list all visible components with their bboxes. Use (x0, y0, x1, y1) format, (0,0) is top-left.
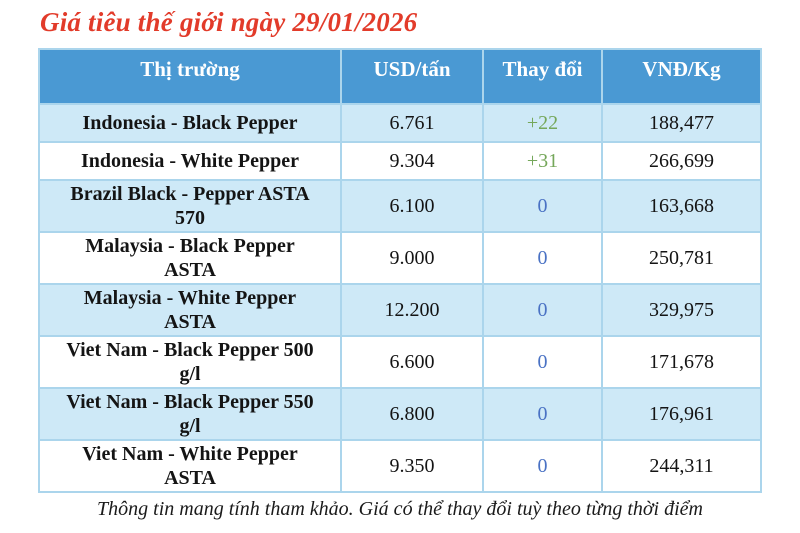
table-row: Brazil Black - Pepper ASTA 570 6.100 0 1… (38, 178, 762, 233)
col-header-change: Thay đổi (482, 47, 603, 105)
vnd-cell: 250,781 (601, 230, 762, 285)
table-row: Indonesia - Black Pepper 6.761 +22 188,4… (38, 102, 762, 143)
change-cell: 0 (482, 334, 603, 389)
col-header-usd: USD/tấn (340, 47, 484, 105)
usd-cell: 6.800 (340, 386, 484, 441)
market-cell: Viet Nam - Black Pepper 550 g/l (38, 386, 342, 441)
usd-cell: 9.350 (340, 438, 484, 493)
market-cell: Indonesia - White Pepper (38, 140, 342, 181)
usd-cell: 6.761 (340, 102, 484, 143)
market-cell: Brazil Black - Pepper ASTA 570 (38, 178, 342, 233)
vnd-cell: 171,678 (601, 334, 762, 389)
col-header-market: Thị trường (38, 47, 342, 105)
market-cell: Malaysia - White Pepper ASTA (38, 282, 342, 337)
usd-cell: 9.304 (340, 140, 484, 181)
change-cell: +22 (482, 102, 603, 143)
change-cell: 0 (482, 438, 603, 493)
usd-cell: 9.000 (340, 230, 484, 285)
change-cell: 0 (482, 178, 603, 233)
market-cell: Malaysia - Black Pepper ASTA (38, 230, 342, 285)
market-cell: Indonesia - Black Pepper (38, 102, 342, 143)
vnd-cell: 266,699 (601, 140, 762, 181)
market-cell: Viet Nam - Black Pepper 500 g/l (38, 334, 342, 389)
vnd-cell: 329,975 (601, 282, 762, 337)
usd-cell: 6.600 (340, 334, 484, 389)
change-cell: +31 (482, 140, 603, 181)
page-title: Giá tiêu thế giới ngày 29/01/2026 (40, 7, 418, 37)
table-row: Indonesia - White Pepper 9.304 +31 266,6… (38, 140, 762, 181)
usd-cell: 6.100 (340, 178, 484, 233)
table-row: Viet Nam - Black Pepper 500 g/l 6.600 0 … (38, 334, 762, 389)
table-row: Viet Nam - Black Pepper 550 g/l 6.800 0 … (38, 386, 762, 441)
col-header-vnd: VNĐ/Kg (601, 47, 762, 105)
change-cell: 0 (482, 282, 603, 337)
change-cell: 0 (482, 386, 603, 441)
vnd-cell: 244,311 (601, 438, 762, 493)
page: Giá tiêu thế giới ngày 29/01/2026 Thị tr… (0, 6, 800, 533)
disclaimer-note: Thông tin mang tính tham khảo. Giá có th… (97, 497, 703, 520)
price-table: Thị trường USD/tấn Thay đổi VNĐ/Kg Indon… (38, 47, 762, 493)
change-cell: 0 (482, 230, 603, 285)
usd-cell: 12.200 (340, 282, 484, 337)
table-row: Malaysia - White Pepper ASTA 12.200 0 32… (38, 282, 762, 337)
table-row: Viet Nam - White Pepper ASTA 9.350 0 244… (38, 438, 762, 493)
table-row: Malaysia - Black Pepper ASTA 9.000 0 250… (38, 230, 762, 285)
vnd-cell: 188,477 (601, 102, 762, 143)
vnd-cell: 163,668 (601, 178, 762, 233)
table-header-row: Thị trường USD/tấn Thay đổi VNĐ/Kg (38, 47, 762, 105)
vnd-cell: 176,961 (601, 386, 762, 441)
market-cell: Viet Nam - White Pepper ASTA (38, 438, 342, 493)
